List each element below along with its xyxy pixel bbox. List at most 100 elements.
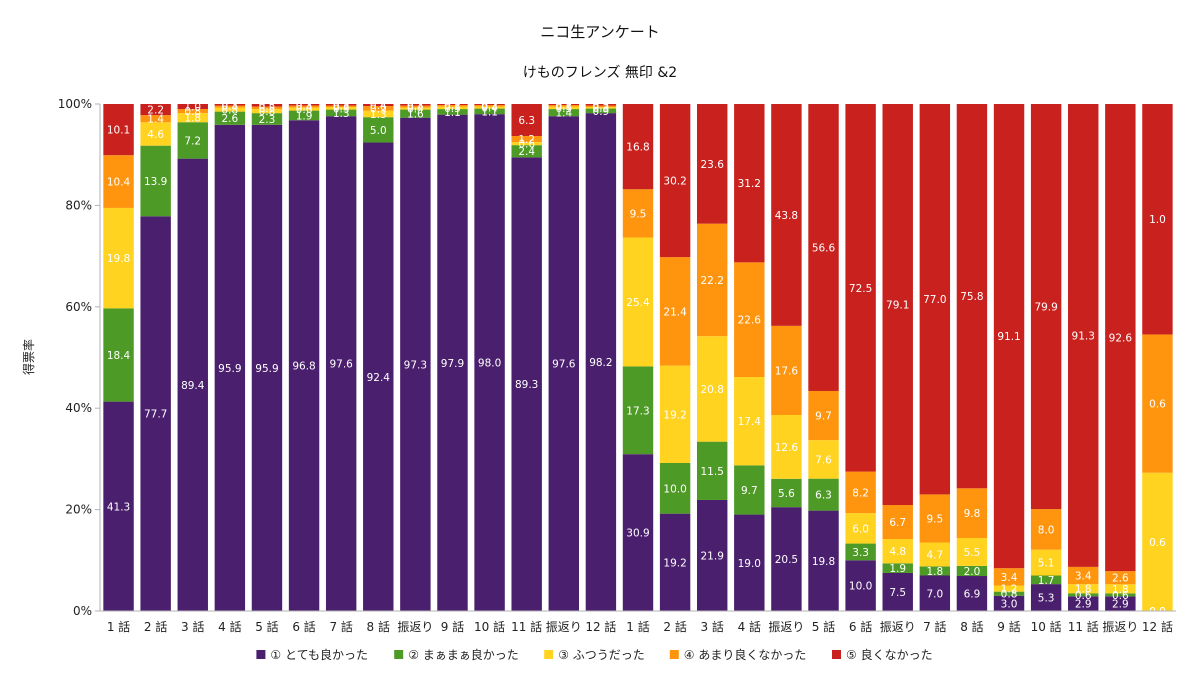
bar-segment [696,499,728,611]
data-label: 6.0 [852,523,869,535]
bar-segment [548,106,580,110]
bar-segment [993,595,1025,611]
data-label: 0.3 [555,101,572,113]
data-label: 2.9 [1075,599,1092,611]
bar-segment [400,109,431,118]
bar-segment [103,401,134,611]
bar-segment [177,122,208,159]
data-label: 19.2 [663,557,686,569]
data-label: 0.6 [1149,537,1166,549]
legend-swatch [256,650,266,659]
bar-segment [771,478,802,508]
x-tick-label: 振返り [546,620,582,634]
legend-label: ⑤ 良くなかった [846,647,933,662]
bar-segment [400,117,431,612]
data-label: 77.7 [144,409,167,421]
bar-segment [1142,472,1173,611]
bar-segment [696,104,728,224]
bar-segment [1105,593,1136,597]
data-label: 95.9 [218,363,241,375]
bar-segment [622,454,654,611]
data-label: 0.5 [444,103,461,115]
bar-segment [140,122,171,146]
y-axis: 0% 20% 40% 60% 80% 100% [58,97,101,618]
data-label: 8.0 [1038,524,1055,536]
data-label: 0.6 [1149,399,1166,411]
bar-segment [325,105,357,108]
bar-segment [845,560,876,611]
data-label: 20.5 [775,554,798,566]
data-label: 9.5 [630,208,647,220]
bar-segment [251,104,283,107]
bar-segment [845,543,876,561]
data-label: 1.1 [444,107,461,119]
data-label: 1.8 [1112,584,1129,596]
bar-segment [103,104,134,156]
data-label: 0.2 [444,100,461,112]
data-label: 79.9 [1034,302,1057,314]
x-tick-label: 1 話 [107,619,130,634]
data-label: 0.3 [222,100,239,112]
bar-segment [214,111,246,125]
bar-segment [140,216,171,611]
x-tick-label: 振返り [1102,620,1138,634]
bar-segment [696,441,728,500]
data-label: 21.9 [701,550,724,562]
bar-segment [734,514,765,611]
data-label: 0.8 [184,106,201,118]
data-label: 0.6 [1075,590,1092,602]
bar-segment [882,572,913,611]
bar-segment [659,513,691,611]
x-tick-label: 振返り [768,620,804,634]
y-tick-label: 20% [65,503,92,517]
data-label: 1.4 [555,108,572,120]
data-label: 6.3 [815,490,832,502]
bar-segment [585,105,617,108]
data-label: 19.8 [812,556,835,568]
data-label: 0.4 [296,102,313,114]
data-label: 17.3 [626,405,649,417]
bar-segment [511,104,542,137]
bar-segment [363,110,394,118]
legend-swatch [544,650,554,659]
bar-segment [919,575,951,611]
bar-segment [325,109,357,117]
data-label: 19.2 [663,409,686,421]
bar-segment [325,116,357,611]
bar-segment [251,106,283,110]
y-tick-label: 100% [58,97,92,111]
data-label: 6.3 [518,115,535,127]
y-tick-label: 80% [65,198,92,212]
x-tick-label: 5 話 [255,619,278,634]
data-label: 0.9 [593,106,610,118]
bar-segment [845,104,876,472]
data-label: 0.3 [296,100,313,112]
data-label: 2.6 [222,113,239,125]
bar-segment [474,108,505,115]
data-label: 96.8 [292,361,315,373]
data-label: 31.2 [738,178,761,190]
bar-segment [696,336,728,442]
bar-segment [288,104,320,106]
data-label: 22.6 [738,315,762,327]
legend-swatch [394,650,404,659]
data-label: 1.1 [481,106,498,118]
data-label: 5.3 [1038,593,1055,605]
x-tick-label: 6 話 [292,619,315,634]
x-tick-label: 7 話 [923,619,946,634]
bar-segment [808,104,839,391]
data-label: 0.5 [555,103,572,115]
data-label: 0.0 [1149,606,1166,618]
data-label: 19.0 [738,558,761,570]
data-label: 1.4 [147,114,164,126]
data-label: 3.0 [1001,598,1018,610]
data-label: 3.4 [1075,571,1092,583]
bar-segment [437,109,468,115]
bar-segment [437,105,468,107]
bar-segment [1068,596,1099,611]
x-tick-label: 12 話 [585,619,616,634]
data-label: 0.6 [518,139,535,151]
bar-segment [214,104,246,106]
